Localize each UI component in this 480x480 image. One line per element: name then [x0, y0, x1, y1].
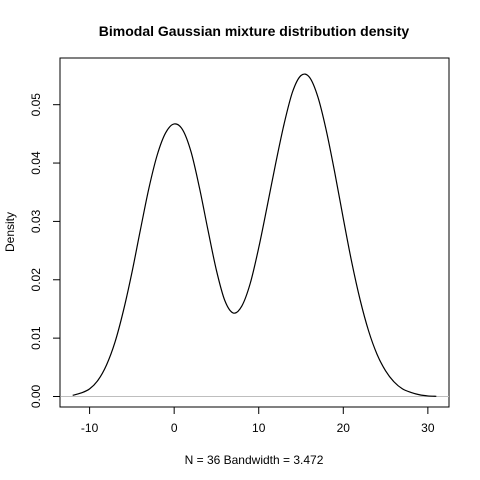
y-axis-label: Density — [3, 212, 17, 252]
x-tick-label: 20 — [337, 421, 351, 435]
y-tick-label: 0.04 — [29, 151, 43, 175]
density-curve — [72, 73, 437, 397]
x-axis: -10 0 10 20 30 — [81, 406, 435, 435]
y-tick-label: 0.02 — [29, 268, 43, 292]
chart-title: Bimodal Gaussian mixture distribution de… — [99, 23, 410, 39]
y-tick-label: 0.00 — [29, 384, 43, 408]
y-tick-label: 0.05 — [29, 93, 43, 117]
y-tick-label: 0.03 — [29, 209, 43, 233]
x-axis-label: N = 36 Bandwidth = 3.472 — [185, 453, 324, 467]
x-tick-label: 0 — [171, 421, 178, 435]
x-tick-label: 10 — [252, 421, 266, 435]
x-tick-label: 30 — [421, 421, 435, 435]
plot-frame — [59, 57, 450, 408]
y-axis: 0.00 0.01 0.02 0.03 0.04 0.05 — [29, 93, 61, 408]
x-tick-label: -10 — [81, 421, 99, 435]
y-tick-label: 0.01 — [29, 326, 43, 350]
